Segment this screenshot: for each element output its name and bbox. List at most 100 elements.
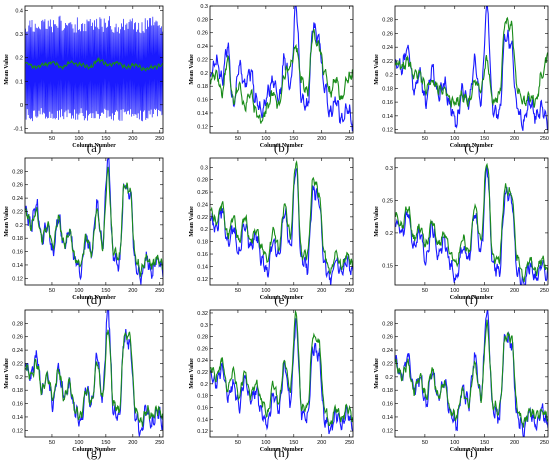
y-tick-label: 0.26 xyxy=(197,190,208,196)
y-tick-label: 0.24 xyxy=(12,348,23,354)
y-tick-label: 0.3 xyxy=(385,166,393,172)
y-axis-label: Mean Value xyxy=(189,206,195,237)
y-tick-label: 0.2 xyxy=(200,71,208,77)
panel-label: (e) xyxy=(274,292,289,307)
x-tick-label: 150 xyxy=(480,136,489,142)
y-tick-label: 0.16 xyxy=(197,98,208,104)
y-axis-label: Mean Value xyxy=(4,206,10,237)
y-tick-label: 0.14 xyxy=(382,114,393,120)
y-tick-label: 0.4 xyxy=(15,9,23,15)
y-tick-label: 0.18 xyxy=(12,388,23,394)
y-tick-label: 0.24 xyxy=(12,196,23,202)
y-tick-label: 0.28 xyxy=(12,321,23,327)
y-tick-label: 0.26 xyxy=(12,335,23,341)
y-tick-label: 0.2 xyxy=(385,375,393,381)
x-tick-label: 150 xyxy=(289,288,298,294)
x-tick-label: 100 xyxy=(261,136,270,142)
y-tick-label: 0.25 xyxy=(382,198,393,204)
y-tick-label: 0.22 xyxy=(12,209,23,215)
x-tick-label: 100 xyxy=(450,440,459,446)
chart-panel-i: 50 100 150 200 250 0.12 0.14 0.16 0.18 0.2 0.22 0.2… xyxy=(374,309,549,453)
x-tick-label: 100 xyxy=(261,440,270,446)
x-axis-label: Column Number xyxy=(260,295,304,301)
series-line-2 xyxy=(210,28,353,124)
y-tick-label: 0.2 xyxy=(385,73,393,79)
y-tick-label: 0.16 xyxy=(12,402,23,408)
plot-frame xyxy=(24,309,164,438)
x-tick-label: 50 xyxy=(235,288,241,294)
y-tick-label: 0.22 xyxy=(382,59,393,65)
y-tick-label: 0.12 xyxy=(197,277,208,283)
y-tick-label: 0.14 xyxy=(197,111,208,117)
y-tick-label: 0.14 xyxy=(382,415,393,421)
y-tick-label: 0.28 xyxy=(382,321,393,327)
x-tick-label: 150 xyxy=(289,136,298,142)
x-tick-label: 100 xyxy=(74,440,83,446)
y-tick-label: -0.1 xyxy=(14,126,23,132)
x-tick-label: 150 xyxy=(101,288,110,294)
x-tick-label: 250 xyxy=(540,440,549,446)
y-axis-label: Mean Value xyxy=(374,54,380,85)
y-tick-label: 0.24 xyxy=(197,202,208,208)
x-tick-label: 100 xyxy=(74,288,83,294)
y-tick-label: 0.14 xyxy=(12,263,23,269)
x-axis-label: Column Number xyxy=(260,143,304,149)
x-tick-label: 250 xyxy=(155,136,164,142)
panel-label: (h) xyxy=(273,445,290,460)
series-line-1 xyxy=(210,6,353,132)
y-axis-label: Mean Value xyxy=(4,54,10,85)
y-tick-label: 0.28 xyxy=(197,335,208,341)
x-tick-label: 50 xyxy=(49,288,55,294)
y-tick-label: 0.28 xyxy=(197,178,208,184)
chart-panel-h: 50 100 150 200 250 0.12 0.14 0.16 0.18 0.2 0.22 0.2… xyxy=(189,309,354,453)
y-tick-label: 0.26 xyxy=(382,31,393,37)
y-tick-label: 0.26 xyxy=(197,346,208,352)
y-tick-label: 0.12 xyxy=(382,428,393,434)
x-tick-label: 50 xyxy=(49,440,55,446)
y-tick-label: 0.28 xyxy=(382,18,393,24)
y-axis-label: Mean Value xyxy=(4,358,10,389)
x-tick-label: 150 xyxy=(289,440,298,446)
x-tick-label: 50 xyxy=(235,136,241,142)
y-axis-label: Mean Value xyxy=(374,206,380,237)
panel-label: (a) xyxy=(86,140,102,155)
plot-frame xyxy=(394,5,549,134)
y-tick-label: 0.26 xyxy=(197,31,208,37)
series-line-2 xyxy=(25,329,163,427)
y-tick-label: 0.24 xyxy=(197,44,208,50)
x-tick-label: 250 xyxy=(345,440,354,446)
y-axis-label: Mean Value xyxy=(374,358,380,389)
plot-frame xyxy=(209,157,354,286)
chart-panel-c: 50 100 150 200 250 0.12 0.14 0.16 0.18 0.2 0.22 0.2… xyxy=(374,5,549,149)
x-tick-label: 250 xyxy=(540,288,549,294)
y-tick-label: 0.24 xyxy=(382,45,393,51)
chart-panel-e: 50 100 150 200 250 0.12 0.14 0.16 0.18 0.2 0.22 0.2… xyxy=(189,157,354,301)
chart-panel-d: 50 100 150 200 250 0.12 0.14 0.16 0.18 0.2 0.22 0.2… xyxy=(4,157,164,301)
series-line-1 xyxy=(25,15,163,122)
plot-frame xyxy=(24,5,164,134)
x-tick-label: 150 xyxy=(101,136,110,142)
panel-label: (f) xyxy=(465,292,478,307)
series-line-2 xyxy=(210,310,353,427)
x-tick-label: 200 xyxy=(317,440,326,446)
x-tick-label: 50 xyxy=(422,440,428,446)
x-tick-label: 250 xyxy=(345,288,354,294)
panel-label: (g) xyxy=(86,445,102,460)
x-tick-label: 200 xyxy=(128,288,137,294)
x-tick-label: 200 xyxy=(128,440,137,446)
series-line-2 xyxy=(395,162,548,283)
x-tick-label: 250 xyxy=(540,136,549,142)
y-tick-label: 0.2 xyxy=(200,382,208,388)
y-tick-label: 0.22 xyxy=(197,215,208,221)
y-tick-label: 0.14 xyxy=(197,264,208,270)
x-tick-label: 150 xyxy=(480,288,489,294)
y-tick-label: 0.12 xyxy=(12,428,23,434)
y-tick-label: 0.26 xyxy=(382,335,393,341)
x-axis-label: Column Number xyxy=(72,143,116,149)
x-tick-label: 100 xyxy=(450,288,459,294)
y-tick-label: 0.2 xyxy=(15,223,23,229)
series-line-2 xyxy=(395,16,548,108)
panel-label: (b) xyxy=(273,140,290,155)
y-tick-label: 0.16 xyxy=(197,252,208,258)
